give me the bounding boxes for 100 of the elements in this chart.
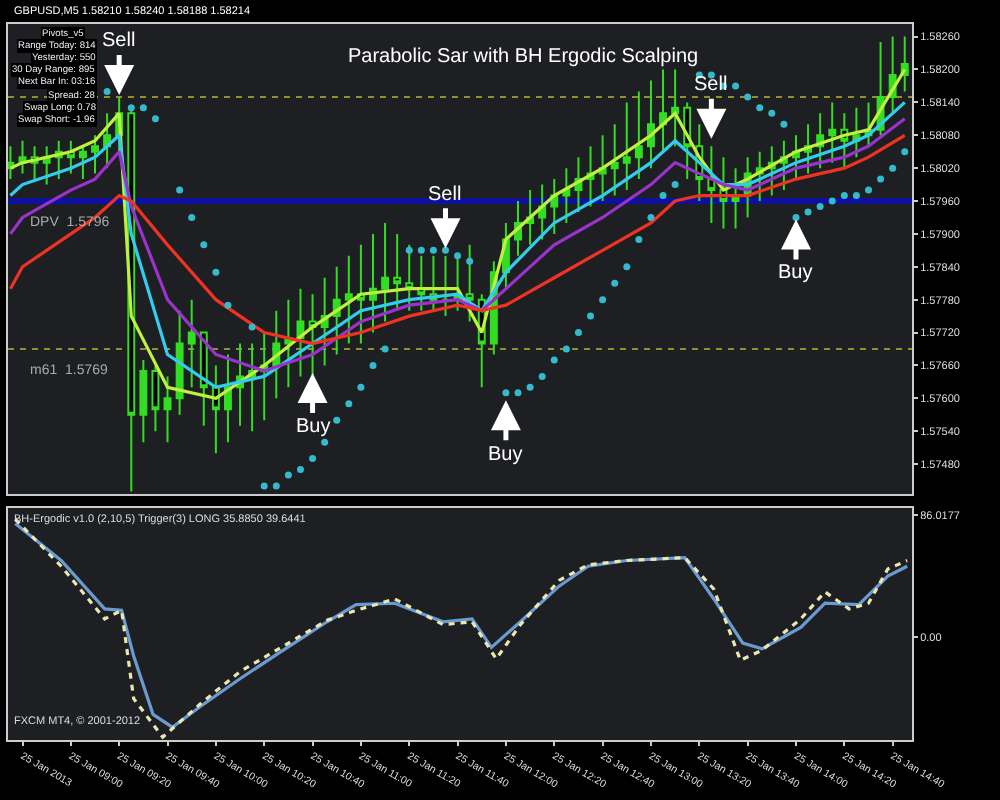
- point: [454, 252, 462, 260]
- candlestick: [405, 243, 414, 312]
- candlestick: [66, 139, 75, 175]
- candlestick: [91, 134, 99, 175]
- point: [405, 246, 413, 254]
- point: [188, 213, 196, 221]
- candlestick: [296, 287, 305, 378]
- candlestick: [344, 254, 353, 345]
- point: [296, 466, 304, 474]
- point: [514, 389, 522, 397]
- point: [550, 356, 558, 364]
- candlestick: [393, 232, 402, 312]
- candlestick: [671, 68, 680, 148]
- point: [321, 438, 329, 446]
- candlestick: [187, 298, 196, 389]
- annotation: Sell: [694, 74, 728, 96]
- candlestick: [139, 358, 148, 444]
- point: [671, 181, 679, 189]
- candlestick: [598, 134, 607, 203]
- candlestick: [828, 101, 837, 164]
- point: [816, 203, 824, 210]
- point: [659, 192, 667, 200]
- point: [828, 197, 836, 205]
- point: [647, 213, 655, 221]
- point: [200, 241, 208, 249]
- candlestick: [369, 232, 377, 334]
- text: Parabolic Sar with BH Ergodic Scalping: [348, 46, 699, 68]
- point: [429, 246, 437, 254]
- candlestick: [465, 243, 474, 323]
- point: [309, 455, 317, 463]
- annotation: Sell: [102, 30, 136, 52]
- point: [792, 213, 800, 221]
- candlestick: [550, 178, 559, 235]
- point: [877, 175, 885, 183]
- point: [212, 268, 220, 276]
- candlestick: [852, 106, 861, 159]
- candlestick: [78, 145, 87, 181]
- annotation: Buy: [778, 262, 813, 284]
- candlestick: [707, 145, 716, 224]
- point: [466, 257, 474, 265]
- point: [417, 246, 425, 254]
- point: [840, 192, 848, 200]
- point: [345, 400, 353, 408]
- candlestick: [272, 309, 281, 400]
- candlestick: [320, 276, 329, 367]
- candlestick: [526, 189, 535, 246]
- point: [732, 82, 740, 90]
- candlestick: [900, 35, 909, 93]
- point: [865, 186, 872, 194]
- point: [623, 263, 631, 271]
- candlestick: [151, 364, 160, 433]
- point: [526, 383, 534, 391]
- candlestick: [792, 134, 800, 181]
- annotation: Buy: [296, 416, 331, 438]
- point: [224, 301, 232, 309]
- line-series: [8, 133, 907, 346]
- point: [768, 109, 776, 117]
- point: [260, 482, 268, 490]
- candlestick: [224, 353, 232, 444]
- point: [127, 104, 135, 112]
- point: [901, 148, 909, 156]
- point: [176, 186, 184, 194]
- point: [889, 164, 897, 172]
- point: [248, 323, 256, 331]
- point: [139, 104, 147, 112]
- point: [780, 120, 788, 128]
- candlestick: [647, 79, 655, 170]
- point: [272, 482, 280, 490]
- candlestick: [659, 68, 667, 153]
- point: [744, 93, 752, 101]
- candlestick: [538, 183, 547, 241]
- candlestick: [610, 123, 619, 197]
- candlestick: [42, 145, 51, 186]
- candlestick: [441, 254, 450, 318]
- candlestick: [8, 145, 15, 181]
- point: [502, 389, 510, 397]
- point: [635, 235, 643, 243]
- point: [151, 115, 159, 123]
- point: [756, 104, 764, 112]
- point: [333, 416, 341, 424]
- candlestick: [381, 221, 390, 323]
- candlestick: [562, 167, 571, 224]
- candlestick: [284, 298, 293, 389]
- point: [852, 192, 860, 200]
- candlestick: [248, 342, 257, 433]
- candlestick: [332, 265, 341, 356]
- point: [611, 279, 619, 287]
- point: [381, 345, 389, 353]
- point: [587, 312, 595, 320]
- candlestick: [417, 254, 426, 312]
- point: [804, 208, 812, 216]
- candlestick: [103, 112, 112, 170]
- point: [284, 471, 292, 479]
- point: [562, 345, 570, 353]
- candlestick: [356, 243, 365, 345]
- candlestick: [163, 375, 172, 444]
- point: [369, 361, 377, 369]
- candlestick: [731, 167, 740, 230]
- point: [574, 329, 582, 337]
- point: [599, 296, 607, 304]
